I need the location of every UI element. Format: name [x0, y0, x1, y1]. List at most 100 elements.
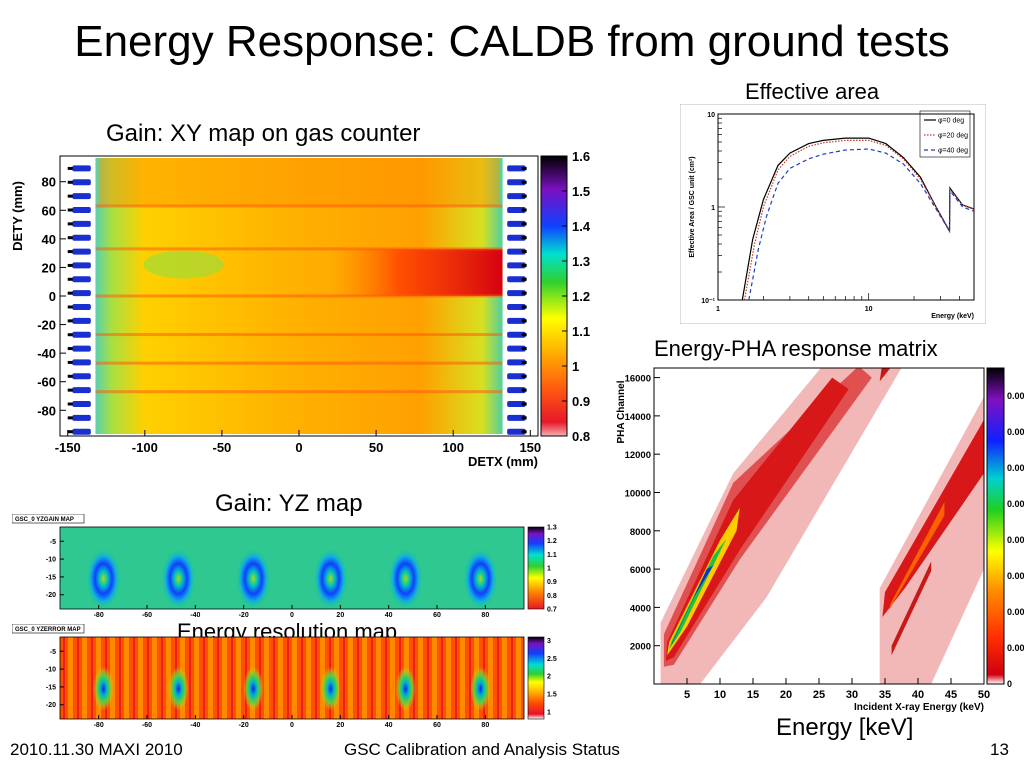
xy-edge-cell-right	[507, 262, 526, 269]
yz-xtick-label: -40	[190, 722, 200, 728]
ea-legend-label: φ=20 deg	[938, 133, 968, 140]
pha-cbar-label: 0.000	[1007, 571, 1024, 581]
pha-xtick-label: 10	[714, 689, 726, 701]
yz-ytick-label: -15	[46, 574, 56, 581]
page-number: 13	[990, 740, 1009, 759]
xy-edge-cell-left	[72, 165, 91, 172]
xy-edge-cell-left	[72, 304, 91, 310]
xy-edge-cell-left	[72, 193, 91, 200]
yz-xtick-label: -60	[142, 612, 152, 618]
pha-ytick-label: 2000	[630, 642, 651, 653]
pha-xtick-label: 15	[747, 689, 759, 701]
xy-edge-cell-left	[72, 234, 91, 241]
xy-edge-dark-right	[521, 180, 527, 184]
xy-ytick-label: -80	[37, 403, 56, 418]
yz-xtick-label: -20	[239, 722, 249, 728]
xy-ylabel: DETY (mm)	[10, 181, 25, 251]
xy-edge-cell-left	[72, 207, 91, 213]
xy-edge-cell-right	[507, 387, 526, 394]
xy-edge-dark-right	[521, 360, 527, 364]
yz-cbar-label: 1.5	[547, 692, 557, 699]
xy-cbar-label: 1.1	[572, 324, 590, 339]
yz-spot	[313, 548, 348, 609]
slide-title: Energy Response: CALDB from ground tests	[74, 17, 950, 66]
xy-xtick-label: 50	[369, 440, 383, 455]
xy-edge-dark-left	[67, 388, 73, 392]
xy-edge-dark-right	[521, 291, 527, 295]
yz-cbar-label: 1.1	[547, 552, 557, 559]
ea-series-line	[748, 148, 975, 301]
xy-edge-cell-right	[507, 373, 526, 380]
xy-xtick-label: 150	[519, 440, 541, 455]
xy-hot-region	[329, 248, 503, 296]
pha-main-ridge	[665, 377, 849, 661]
xy-edge-dark-right	[521, 263, 527, 267]
yz-spot	[388, 548, 423, 609]
yz-cbar-label: 0.7	[547, 607, 557, 614]
ea-legend-label: φ=0 deg	[938, 118, 964, 125]
yz-xtick-label: 0	[290, 612, 294, 618]
xy-edge-dark-left	[67, 333, 73, 337]
xy-top-band	[98, 158, 500, 206]
yz-cbar-label: 1.2	[547, 538, 557, 545]
pha-xlabel: Incident X-ray Energy (keV)	[854, 702, 984, 713]
xy-edge-cell-left	[72, 387, 91, 394]
xy-ytick-label: 0	[49, 289, 56, 304]
yz-colorbar	[527, 526, 545, 610]
xy-cbar-label: 1	[572, 359, 579, 374]
pha-ytick-label: 6000	[630, 565, 651, 576]
yz-spot	[395, 666, 416, 711]
yz-spot	[236, 548, 271, 609]
xy-edge-dark-left	[67, 291, 73, 295]
yz-panel-label: GSC_0 YZGAIN MAP	[15, 517, 74, 523]
pha-xtick-label: 20	[780, 689, 792, 701]
xy-edge-cell-right	[507, 276, 526, 283]
xy-green-patch	[143, 250, 224, 279]
xy-cbar-label: 1.4	[572, 219, 591, 234]
xy-edge-dark-right	[521, 305, 527, 309]
yz-xtick-label: 80	[481, 722, 489, 728]
yz-spot	[86, 548, 121, 609]
xy-wire-band	[95, 204, 503, 208]
yz-cbar-label: 0.9	[547, 579, 557, 586]
xy-edge-dark-right	[521, 416, 527, 420]
xy-edge-cell-left	[72, 359, 91, 366]
ea-xtick-label: 1	[716, 306, 720, 313]
xy-edge-dark-left	[67, 305, 73, 309]
xy-edge-cell-left	[72, 428, 91, 435]
xy-edge-cell-right	[507, 428, 526, 435]
xy-edge-dark-right	[521, 347, 527, 351]
xy-ytick-label: -60	[37, 375, 56, 390]
yz-xtick-label: -20	[239, 612, 249, 618]
yz-cbar-label: 1	[547, 566, 551, 573]
xy-cbar-label: 1.5	[572, 184, 590, 199]
xy-edge-dark-left	[67, 166, 73, 170]
xy-edge-cell-left	[72, 345, 91, 352]
yz-ytick-label: -20	[46, 592, 56, 599]
pha-cbar-label: 0	[1007, 679, 1012, 689]
xy-xtick-label: -100	[132, 440, 158, 455]
yz-spot	[93, 666, 114, 711]
yz-spot	[463, 548, 498, 609]
yz-cbar-label: 1.3	[547, 525, 557, 532]
xy-edge-cell-right	[507, 193, 526, 200]
xy-wire-band	[95, 247, 503, 251]
xy-edge-cell-left	[72, 373, 91, 380]
pha-ytick-label: 12000	[625, 450, 651, 461]
xy-edge-dark-right	[521, 166, 527, 170]
xy-cbar-label: 1.6	[572, 149, 590, 164]
xy-edge-dark-right	[521, 208, 527, 212]
yz-cbar-label: 3	[547, 638, 551, 645]
yz-cbar-label: 2.5	[547, 656, 557, 663]
gain-yz-chart: GSC_0 YZGAIN MAP -80 -60 -40 -20 0 20 40 60 80 -5 -…	[12, 514, 557, 618]
xy-edge-dark-left	[67, 374, 73, 378]
pha-cbar-label: 0.000	[1007, 535, 1024, 545]
pha-xtick-label: 25	[813, 689, 825, 701]
ea-legend-box	[919, 110, 971, 158]
xy-xtick-label: -50	[213, 440, 232, 455]
xy-edge-dark-right	[521, 277, 527, 281]
xy-edge-dark-left	[67, 347, 73, 351]
caption-energy-kev: Energy [keV]	[776, 714, 914, 741]
yz-panel-label-box	[12, 514, 85, 524]
